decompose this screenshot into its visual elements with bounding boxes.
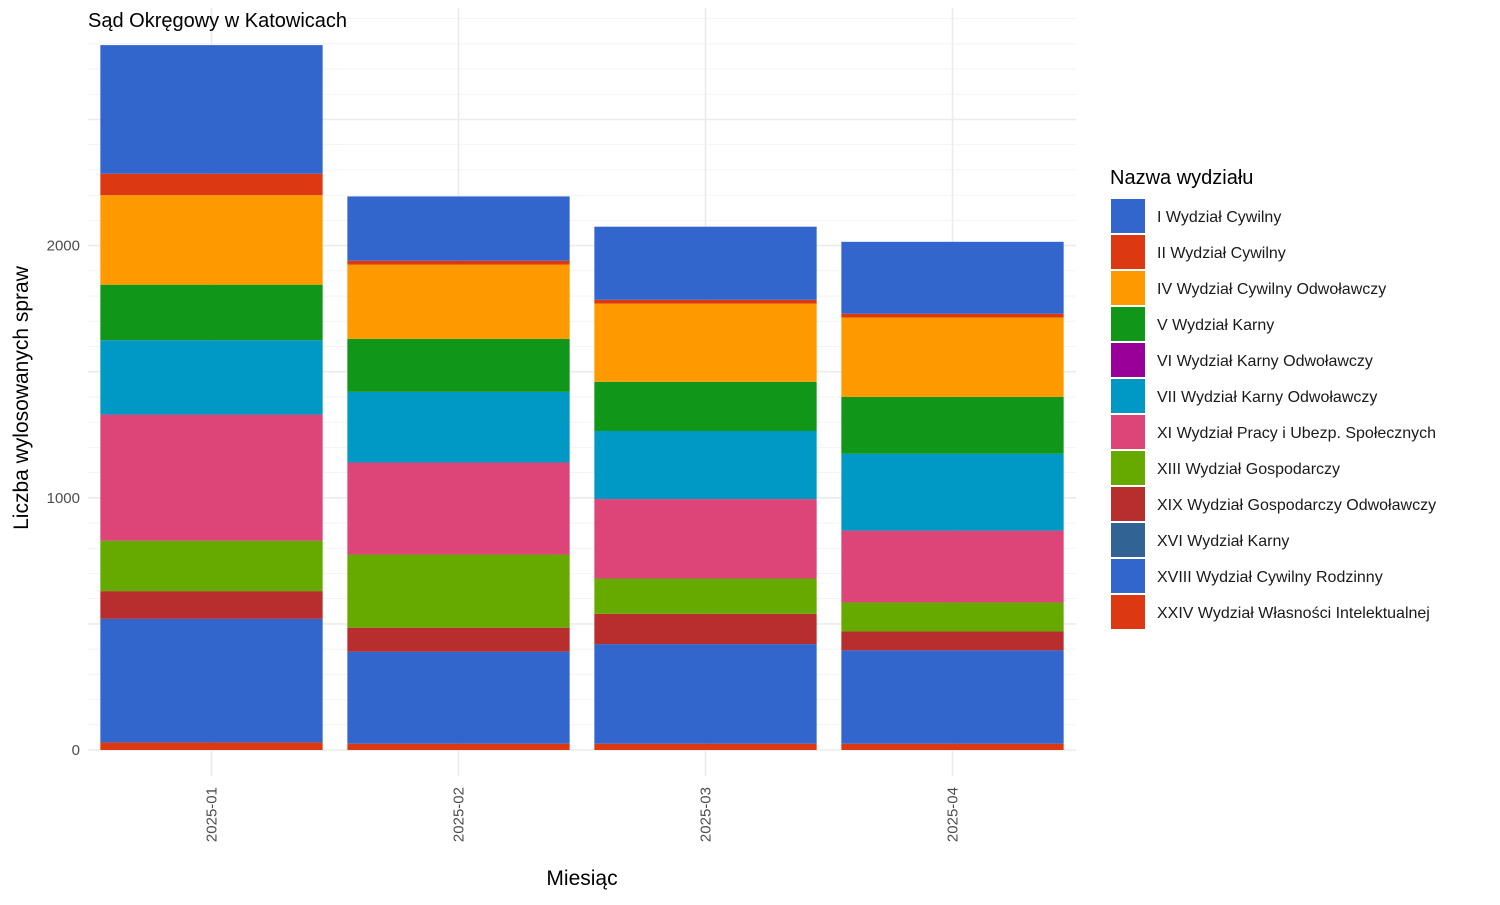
legend-label: XVI Wydział Karny	[1157, 533, 1289, 550]
bar-segment: 2025-03 — VII Wydział Karny Odwoławczy: …	[594, 430, 817, 500]
bar-segment: 2025-01 — XXIV Wydział Własności Intelek…	[100, 742, 323, 750]
bar-segment: 2025-04 — XXIV Wydział Własności Intelek…	[841, 743, 1064, 750]
x-tick-label: 2025-02	[451, 787, 468, 842]
bar-segment: 2025-03 — XXIV Wydział Własności Intelek…	[594, 743, 817, 750]
x-tick-label: 2025-04	[945, 787, 962, 842]
bar-segment: 2025-01 — I Wydział Cywilny: 510	[100, 45, 323, 174]
legend-swatch	[1111, 487, 1145, 521]
legend-swatch	[1111, 379, 1145, 413]
bar-segment: 2025-02 — V Wydział Karny: 210	[347, 338, 570, 392]
x-axis-title: Miesiąc	[546, 867, 617, 890]
bar-segment: 2025-02 — IV Wydział Cywilny Odwoławczy:…	[347, 264, 570, 339]
legend-label: I Wydział Cywilny	[1157, 209, 1281, 226]
legend-swatch	[1111, 343, 1145, 377]
chart-title: Sąd Okręgowy w Katowicach	[88, 10, 347, 32]
bar-segment: 2025-02 — XIX Wydział Gospodarczy Odwoła…	[347, 627, 570, 652]
bar-segment: 2025-04 — XIX Wydział Gospodarczy Odwoła…	[841, 631, 1064, 651]
legend-swatch	[1111, 271, 1145, 305]
legend-label: XIX Wydział Gospodarczy Odwoławczy	[1157, 497, 1436, 514]
legend-label: XXIV Wydział Własności Intelektualnej	[1157, 605, 1430, 622]
bar-segment: 2025-01 — IV Wydział Cywilny Odwoławczy:…	[100, 195, 323, 285]
bar-segment: 2025-02 — XVIII Wydział Cywilny Rodzinny…	[347, 651, 570, 744]
bar-segment: 2025-01 — XI Wydział Pracy i Ubezp. Społ…	[100, 414, 323, 541]
bar-segment: 2025-04 — V Wydział Karny: 225	[841, 396, 1064, 454]
legend-swatch	[1111, 595, 1145, 629]
bar-segment: 2025-04 — VII Wydział Karny Odwoławczy: …	[841, 453, 1064, 531]
legend-label: VII Wydział Karny Odwoławczy	[1157, 389, 1377, 406]
bar-segment: 2025-02 — VII Wydział Karny Odwoławczy: …	[347, 391, 570, 463]
legend-label: XIII Wydział Gospodarczy	[1157, 461, 1340, 478]
legend-swatch	[1111, 415, 1145, 449]
bar-segment: 2025-03 — XIX Wydział Gospodarczy Odwoła…	[594, 613, 817, 645]
bar-segment: 2025-02 — II Wydział Cywilny: 15	[347, 260, 570, 265]
bar-segment: 2025-02 — I Wydział Cywilny: 255	[347, 196, 570, 261]
legend-label: VI Wydział Karny Odwoławczy	[1157, 353, 1373, 370]
legend-swatch	[1111, 451, 1145, 485]
bar-segment: 2025-04 — I Wydział Cywilny: 285	[841, 241, 1064, 314]
bar-segment: 2025-03 — XVIII Wydział Cywilny Rodzinny…	[594, 644, 817, 744]
axis-ticks: 0 1000 2000 2025-01 2025-02 2025-03 2025-04	[47, 238, 962, 842]
bar-segment: 2025-02 — XXIV Wydział Własności Intelek…	[347, 743, 570, 750]
legend-label: IV Wydział Cywilny Odwoławczy	[1157, 281, 1386, 298]
bar-segment: 2025-04 — XI Wydział Pracy i Ubezp. Społ…	[841, 530, 1064, 603]
bar-segment: 2025-01 — XVIII Wydział Cywilny Rodzinny…	[100, 618, 323, 743]
legend-swatch	[1111, 235, 1145, 269]
bar-segment: 2025-03 — V Wydział Karny: 195	[594, 381, 817, 431]
y-tick-label: 0	[72, 742, 80, 759]
legend-label: XI Wydział Pracy i Ubezp. Społecznych	[1157, 425, 1436, 442]
bars: 2025-01 — XXIV Wydział Własności Intelek…	[100, 45, 1064, 750]
bar-segment: 2025-03 — XIII Wydział Gospodarczy: 140	[594, 578, 817, 614]
bar-segment: 2025-03 — IV Wydział Cywilny Odwoławczy:…	[594, 303, 817, 382]
legend-label: V Wydział Karny	[1157, 317, 1274, 334]
legend-title: Nazwa wydziału	[1110, 167, 1253, 189]
y-tick-label: 1000	[47, 490, 80, 507]
bar-segment: 2025-01 — XIII Wydział Gospodarczy: 200	[100, 540, 323, 592]
bar-segment: 2025-01 — II Wydział Cywilny: 85	[100, 173, 323, 196]
bar-segment: 2025-01 — VII Wydział Karny Odwoławczy: …	[100, 340, 323, 415]
bar-segment: 2025-04 — IV Wydział Cywilny Odwoławczy:…	[841, 317, 1064, 397]
bar-segment: 2025-04 — II Wydział Cywilny: 15	[841, 313, 1064, 318]
legend-swatch	[1111, 307, 1145, 341]
bar-segment: 2025-03 — XI Wydział Pracy i Ubezp. Społ…	[594, 499, 817, 579]
bar-segment: 2025-04 — XVIII Wydział Cywilny Rodzinny…	[841, 650, 1064, 744]
bar-segment: 2025-04 — XIII Wydział Gospodarczy: 115	[841, 602, 1064, 632]
legend-swatch	[1111, 559, 1145, 593]
bar-segment: 2025-01 — XIX Wydział Gospodarczy Odwoła…	[100, 591, 323, 619]
x-tick-label: 2025-01	[204, 787, 221, 842]
legend-swatch	[1111, 199, 1145, 233]
y-axis-title: Liczba wylosowanych spraw	[10, 265, 33, 530]
bar-segment: 2025-01 — V Wydział Karny: 220	[100, 284, 323, 341]
bar-segment: 2025-03 — II Wydział Cywilny: 15	[594, 299, 817, 304]
bar-segment: 2025-03 — I Wydział Cywilny: 290	[594, 226, 817, 300]
legend-swatch	[1111, 523, 1145, 557]
y-tick-label: 2000	[47, 238, 80, 255]
legend: Nazwa wydziału I Wydział Cywilny II Wydzi…	[1110, 167, 1436, 629]
bar-segment: 2025-02 — XI Wydział Pracy i Ubezp. Społ…	[347, 462, 570, 555]
x-tick-label: 2025-03	[698, 787, 715, 842]
legend-label: XVIII Wydział Cywilny Rodzinny	[1157, 569, 1383, 586]
legend-label: II Wydział Cywilny	[1157, 245, 1286, 262]
bar-segment: 2025-02 — XIII Wydział Gospodarczy: 290	[347, 554, 570, 628]
